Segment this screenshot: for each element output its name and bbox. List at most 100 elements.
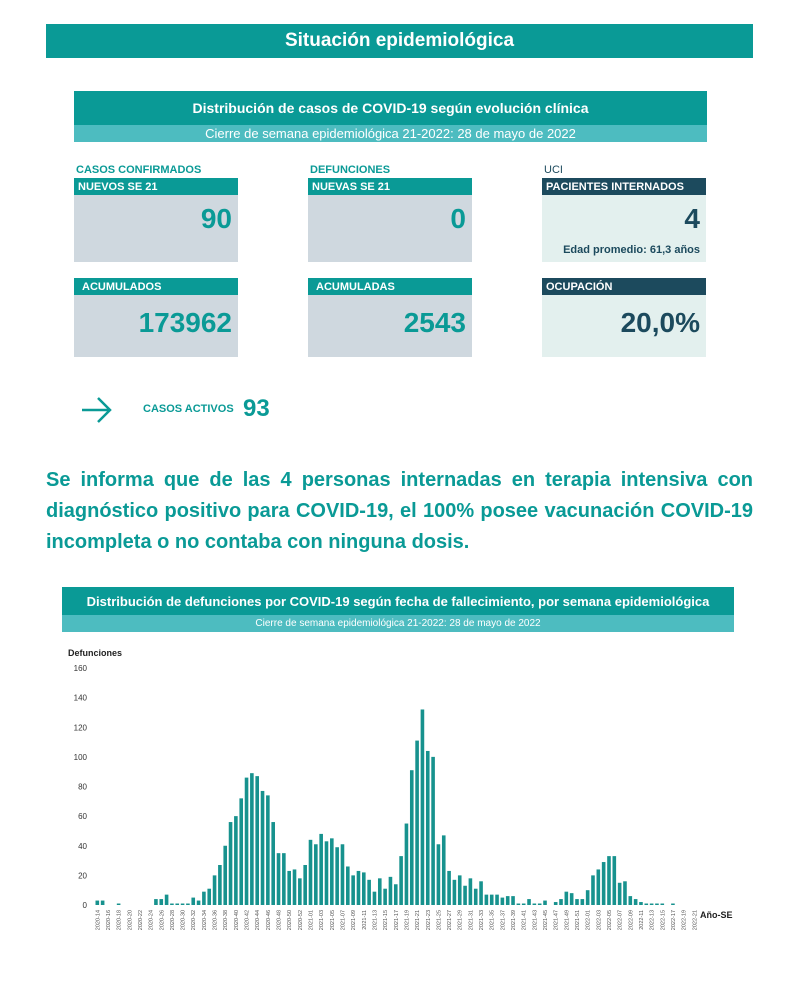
- bar: [596, 869, 601, 905]
- icu-note: Se informa que de las 4 personas interna…: [46, 469, 753, 553]
- x-tick-label: 2021-33: [479, 910, 485, 930]
- bar: [170, 903, 174, 905]
- bar: [255, 776, 259, 905]
- card-header: NUEVOS SE 21: [74, 178, 238, 195]
- bar: [484, 894, 489, 905]
- bar: [532, 903, 537, 905]
- bar: [436, 844, 441, 905]
- x-tick-label: 2021-29: [458, 910, 464, 930]
- bar: [388, 876, 393, 905]
- bar: [372, 891, 377, 905]
- bar: [335, 847, 339, 905]
- bar: [377, 878, 382, 905]
- bar: [100, 900, 105, 905]
- x-tick-label: 2020-52: [298, 910, 304, 930]
- bar: [489, 894, 494, 905]
- x-tick-label: 2021-23: [426, 910, 432, 930]
- bar: [660, 903, 665, 905]
- bar: [431, 756, 435, 905]
- x-tick-label: 2022-05: [607, 910, 613, 930]
- card-value: 2543: [308, 295, 472, 357]
- card-value: 173962: [74, 295, 238, 357]
- icu-occupancy-card: OCUPACIÓN 20,0%: [542, 278, 706, 357]
- age-note: Edad promedio: 61,3 años: [563, 244, 700, 256]
- bar: [559, 899, 563, 905]
- bar: [196, 900, 201, 905]
- x-tick-label: 2020-30: [181, 910, 187, 930]
- y-tick-label: 160: [74, 664, 88, 673]
- summary-title: Distribución de casos de COVID-19 según …: [74, 91, 707, 125]
- x-tick-label: 2020-34: [202, 910, 208, 930]
- x-tick-label: 2020-18: [117, 910, 123, 930]
- icu-section-label: UCI: [544, 164, 563, 176]
- confirmed-new-card: NUEVOS SE 21 90: [74, 178, 238, 262]
- x-tick-label: 2021-27: [447, 910, 453, 930]
- bar: [479, 881, 483, 905]
- bar: [308, 839, 313, 905]
- bar: [527, 899, 531, 905]
- bar: [116, 903, 121, 905]
- x-tick-label: 2021-49: [564, 910, 570, 930]
- x-tick-label: 2020-28: [170, 910, 176, 930]
- x-tick-label: 2020-38: [223, 910, 229, 930]
- bar: [447, 870, 451, 905]
- bar: [223, 845, 228, 905]
- x-tick-label: 2022-09: [628, 910, 634, 930]
- x-tick-label: 2020-48: [277, 910, 283, 930]
- x-tick-label: 2022-07: [618, 910, 624, 930]
- bar: [655, 903, 659, 905]
- x-tick-label: 2022-13: [650, 910, 656, 930]
- bar: [383, 888, 387, 905]
- bar: [330, 838, 334, 905]
- bar: [356, 870, 361, 905]
- x-tick-label: 2021-39: [511, 910, 517, 930]
- y-tick-label: 0: [83, 901, 88, 910]
- bar: [463, 885, 467, 905]
- bar: [186, 903, 190, 905]
- x-tick-label: 2021-03: [319, 910, 325, 930]
- bar: [399, 856, 403, 905]
- bar: [623, 881, 627, 905]
- x-tick-label: 2021-43: [532, 910, 538, 930]
- x-tick-label: 2021-31: [468, 910, 474, 930]
- bar: [607, 856, 611, 905]
- x-tick-label: 2021-11: [362, 910, 368, 930]
- bar: [628, 896, 633, 905]
- y-tick-label: 100: [74, 753, 88, 762]
- bar: [303, 865, 307, 905]
- card-header: PACIENTES INTERNADOS: [542, 178, 706, 195]
- confirmed-section-label: CASOS CONFIRMADOS: [76, 164, 202, 176]
- bar: [346, 866, 350, 905]
- bar: [340, 844, 345, 905]
- bar: [639, 902, 643, 905]
- x-tick-label: 2020-20: [127, 910, 133, 930]
- bar: [537, 903, 542, 905]
- card-header: ACUMULADOS: [74, 278, 238, 295]
- bar: [585, 890, 590, 905]
- bar: [207, 888, 212, 905]
- bar: [633, 899, 638, 905]
- x-tick-label: 2020-16: [106, 910, 112, 930]
- bar: [553, 902, 558, 905]
- bar: [95, 900, 100, 905]
- bar: [564, 891, 569, 905]
- chart-title: Distribución de defunciones por COVID-19…: [62, 587, 734, 615]
- bar: [511, 896, 515, 905]
- bar: [404, 823, 409, 905]
- y-tick-label: 60: [78, 812, 87, 821]
- x-tick-label: 2021-07: [340, 910, 346, 930]
- x-tick-label: 2021-45: [543, 910, 549, 930]
- bar: [591, 875, 595, 905]
- x-tick-label: 2021-15: [383, 910, 389, 930]
- bar: [580, 899, 585, 905]
- bar: [218, 865, 222, 905]
- bar: [457, 875, 462, 905]
- x-tick-label: 2020-26: [159, 910, 165, 930]
- bar: [500, 897, 505, 905]
- bar: [212, 875, 217, 905]
- bar: [415, 740, 419, 905]
- x-axis-label: Año-SE: [700, 910, 733, 920]
- bar: [362, 872, 366, 905]
- bar: [260, 790, 265, 905]
- y-tick-label: 40: [78, 842, 87, 851]
